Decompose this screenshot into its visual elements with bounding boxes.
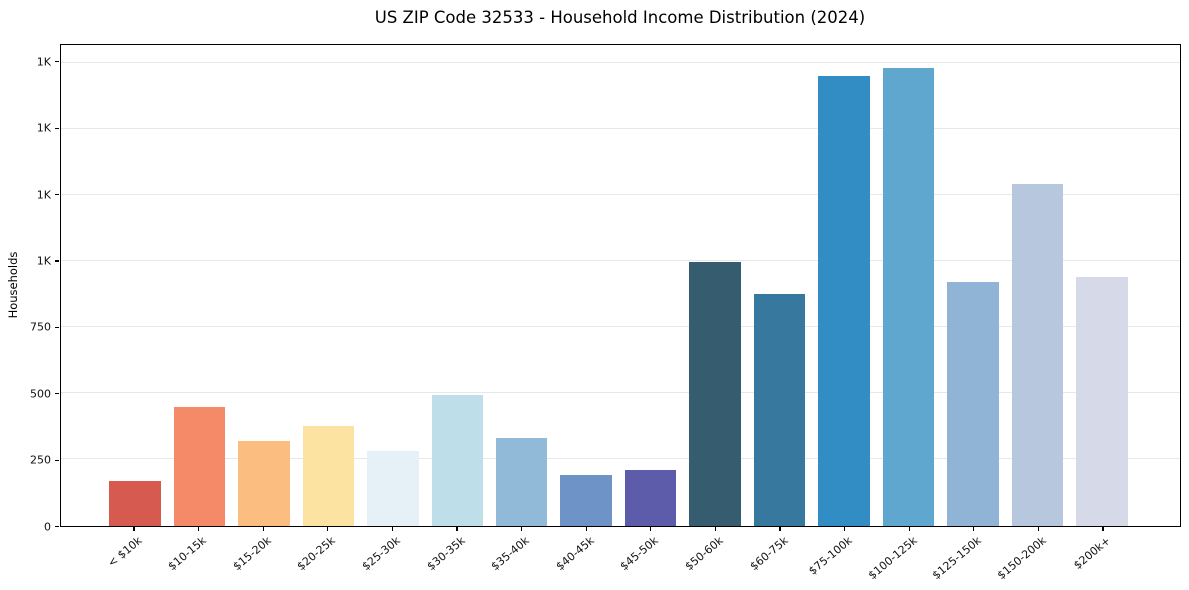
x-tick-mark [714,526,716,531]
y-tick-label: 1K [36,55,51,69]
bar [1076,276,1128,526]
bar [818,75,870,526]
x-tick-label: $75-100k [806,533,855,578]
x-tick-label: $35-40k [488,533,532,573]
x-tick-mark [197,526,200,531]
y-tick-mark [55,393,59,395]
x-tick-label: $30-35k [424,533,468,573]
x-tick-label: $100-125k [865,533,920,582]
x-tick-mark [327,526,329,531]
x-tick-mark [650,526,652,531]
x-tick-mark [520,526,523,531]
bar [753,294,806,526]
y-tick-label: 0 [44,520,51,533]
bar [689,262,741,526]
gridline [60,260,1180,262]
y-tick-mark [55,459,59,461]
bar [1011,184,1064,526]
bar [882,68,935,526]
gridline [60,458,1180,460]
x-tick-label: $40-45k [553,533,597,573]
bar [238,440,290,526]
gridline [60,61,1180,63]
plot-area [59,44,1181,527]
y-axis-label: Households [6,251,20,319]
x-tick-mark [133,526,135,531]
y-tick-label: 1K [36,121,51,135]
y-tick-label: 250 [30,453,51,467]
x-tick-mark [779,526,781,531]
y-tick-mark [55,326,59,328]
x-tick-label: < $10k [105,533,145,570]
x-tick-label: $125-150k [930,533,985,582]
y-tick-label: 500 [30,387,51,401]
bar [302,426,355,526]
x-tick-label: $150-200k [994,533,1049,582]
x-tick-mark [262,526,264,531]
gridline [60,392,1180,394]
bar [109,480,161,526]
y-tick-mark [55,260,59,262]
gridline [60,127,1180,129]
x-tick-label: $10-15k [165,533,209,573]
x-tick-mark [1102,526,1104,531]
bar [431,394,483,526]
x-tick-label: $60-75k [747,533,791,573]
chart-title: US ZIP Code 32533 - Household Income Dis… [374,8,866,27]
bar [560,475,612,526]
x-tick-label: $45-50k [618,533,662,573]
x-tick-mark [843,526,846,531]
gridline [60,193,1180,195]
bar [624,469,677,526]
x-tick-label: $20-25k [295,533,339,573]
x-tick-mark [456,526,458,531]
y-tick-label: 1K [36,254,51,268]
bar [173,406,226,526]
x-tick-label: $15-20k [230,533,274,573]
x-tick-mark [391,526,393,531]
x-tick-label: $25-30k [359,533,403,573]
y-tick-mark [55,193,59,196]
x-tick-mark [1037,526,1039,531]
y-tick-mark [55,127,59,129]
x-tick-label: $50-60k [682,533,726,573]
y-tick-mark [55,61,59,63]
gridline [60,326,1180,328]
y-tick-mark [55,525,59,528]
x-tick-mark [973,526,975,531]
x-tick-label: $200k+ [1071,533,1114,572]
y-tick-label: 750 [30,320,51,334]
x-tick-mark [585,526,587,531]
y-tick-label: 1K [36,188,51,202]
x-tick-mark [908,526,910,531]
bar [367,451,419,526]
bar [947,282,999,526]
bar [495,438,548,526]
